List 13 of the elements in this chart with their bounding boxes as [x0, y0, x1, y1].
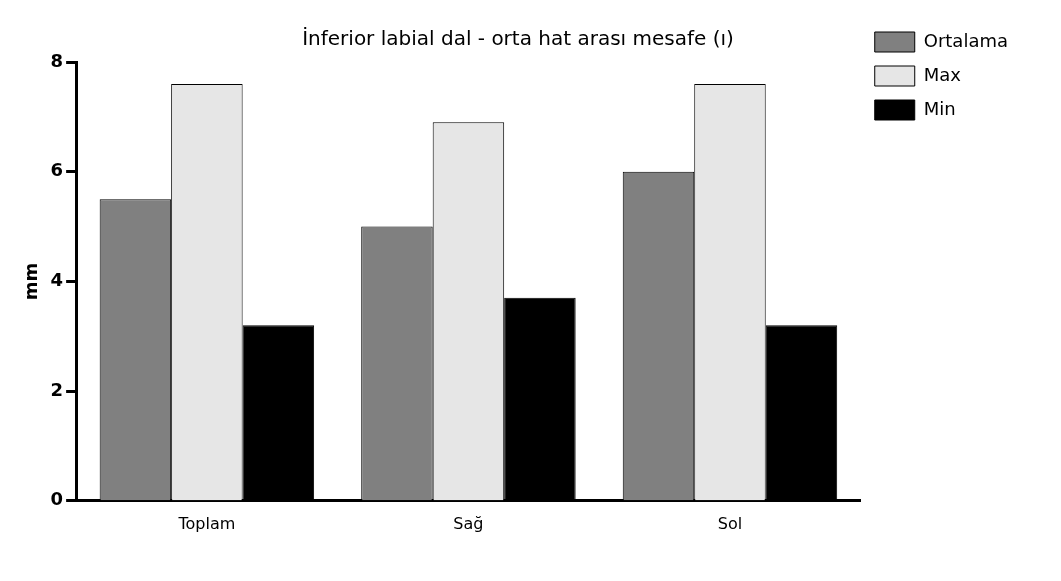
x-tick-label: Toplam	[177, 513, 236, 533]
x-tick-label: Sağ	[453, 513, 484, 533]
chart-title: İnferior labial dal - orta hat arası mesafe (ı)	[302, 26, 734, 51]
y-tick-label: 0	[50, 488, 64, 510]
y-tick-label: 6	[50, 159, 64, 181]
legend-label: Max	[923, 63, 962, 85]
y-tick-label: 8	[50, 49, 64, 71]
y-tick-label: 4	[50, 269, 64, 291]
y-tick-label: 2	[50, 378, 64, 400]
legend-label: Ortalama	[923, 29, 1009, 51]
legend-label: Min	[923, 97, 956, 119]
x-tick-label: Sol	[717, 513, 743, 533]
y-axis-title: mm	[20, 262, 42, 301]
